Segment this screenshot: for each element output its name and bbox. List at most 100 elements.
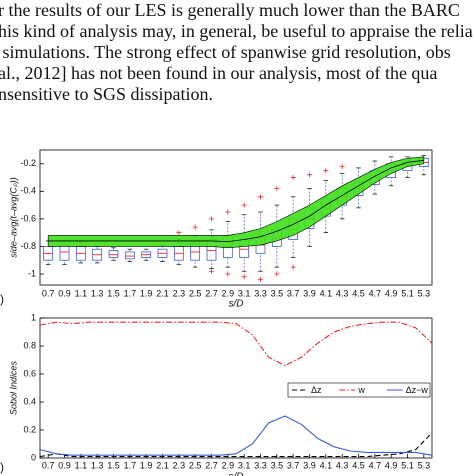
x-axis-label: s/D [229,472,244,476]
x-tick-label: 2.5 [189,460,202,470]
x-tick-label: 1.1 [75,460,88,470]
outlier [241,202,247,208]
y-tick-label: 0.8 [23,340,36,350]
x-tick-label: 4.7 [369,460,382,470]
panel-label: ) [0,292,4,306]
box [124,251,135,260]
x-tick-label: 5.3 [418,460,431,470]
x-tick-label: 2.5 [189,288,202,298]
x-tick-label: 4.1 [320,460,333,470]
text-line: his kind of analysis may, in general, be… [0,21,473,41]
text-line: nsensitive to SGS dissipation. [0,84,214,104]
x-tick-label: 4.9 [385,288,398,298]
mean-line [48,159,424,243]
box [59,244,70,261]
x-tick-label: 3.1 [238,288,251,298]
x-tick-label: 2.1 [156,460,169,470]
x-tick-label: 3.1 [238,460,251,470]
x-tick-label: 1.9 [140,460,153,470]
text-line: simulations. The strong effect of spanwi… [0,42,451,62]
series-line [39,321,433,367]
y-tick-label: 0.2 [23,424,36,434]
outlier [290,175,296,181]
text-line: al., 2012] has not been found in our ana… [0,63,438,83]
outlier [225,271,231,277]
x-tick-label: 2.3 [173,460,186,470]
x-tick-label: 0.7 [42,460,55,470]
y-tick-label: -1 [28,268,36,278]
x-tick-label: 1.5 [107,460,120,470]
x-tick-label: 3.5 [271,288,284,298]
x-tick-label: 4.9 [385,460,398,470]
x-tick-label: 1.7 [124,288,137,298]
outlier [307,172,312,178]
x-tick-label: 1.5 [107,288,120,298]
series-line [39,432,433,458]
y-tick-label: -0.4 [20,186,36,196]
x-tick-label: 0.7 [42,288,55,298]
outlier [339,164,345,170]
x-tick-label: 5.1 [401,288,414,298]
legend-label: Δz [311,385,322,395]
x-tick-label: 4.3 [336,460,349,470]
x-tick-label: 3.7 [287,460,300,470]
x-tick-label: 3.9 [303,288,316,298]
x-tick-label: 4.5 [352,288,365,298]
y-tick-label: 0 [31,452,36,462]
outlier [290,264,296,270]
legend-label: Δz−w [406,385,429,395]
y-tick-label: 1 [31,312,36,322]
x-tick-label: 3.7 [287,288,300,298]
x-tick-label: 1.7 [124,460,137,470]
outlier [258,194,263,200]
x-tick-label: 1.1 [75,288,88,298]
outlier [209,268,214,274]
x-tick-label: 5.1 [401,460,414,470]
x-tick-label: 3.3 [254,288,267,298]
outlier [258,276,263,282]
outlier [323,168,329,174]
y-axis-label: Sobol Indices [8,360,18,415]
x-tick-label: 3.5 [271,460,284,470]
x-tick-label: 4.3 [336,288,349,298]
x-tick-label: 4.7 [369,288,382,298]
y-tick-label: 0.6 [23,368,36,378]
x-tick-label: 1.3 [91,460,104,470]
outlier [225,209,231,215]
y-tick-label: -0.2 [20,158,36,168]
y-tick-label: -0.6 [20,213,36,223]
outlier [209,216,214,222]
x-tick-label: 4.5 [352,460,365,470]
box [108,250,119,258]
x-axis-label: s/D [229,299,244,310]
x-tick-label: 3.3 [254,460,267,470]
x-tick-label: 5.3 [418,288,431,298]
legend-label: w [357,385,365,395]
outlier [274,271,280,277]
y-tick-label: -0.8 [20,241,36,251]
y-axis-label: side–avg(t–avg(Cₚ)) [8,177,18,257]
outlier [176,230,182,236]
x-tick-label: 2.3 [173,288,186,298]
plot-frame [39,149,433,286]
x-tick-label: 0.9 [58,288,71,298]
y-tick-label: 0.4 [23,396,36,406]
x-tick-label: 1.3 [91,288,104,298]
x-tick-label: 2.7 [205,288,218,298]
legend-box [287,382,431,398]
x-tick-label: 3.9 [303,460,316,470]
x-tick-label: 0.9 [58,460,71,470]
x-tick-label: 2.9 [222,460,235,470]
panel-label: ) [0,460,4,474]
band [47,156,425,249]
outlier [274,186,280,192]
text-line: r the results of our LES is generally mu… [0,0,460,20]
x-tick-label: 4.1 [320,288,333,298]
x-tick-label: 1.9 [140,288,153,298]
outlier [192,224,198,230]
x-tick-label: 2.7 [205,460,218,470]
series-line [39,415,433,456]
outlier [241,274,247,280]
